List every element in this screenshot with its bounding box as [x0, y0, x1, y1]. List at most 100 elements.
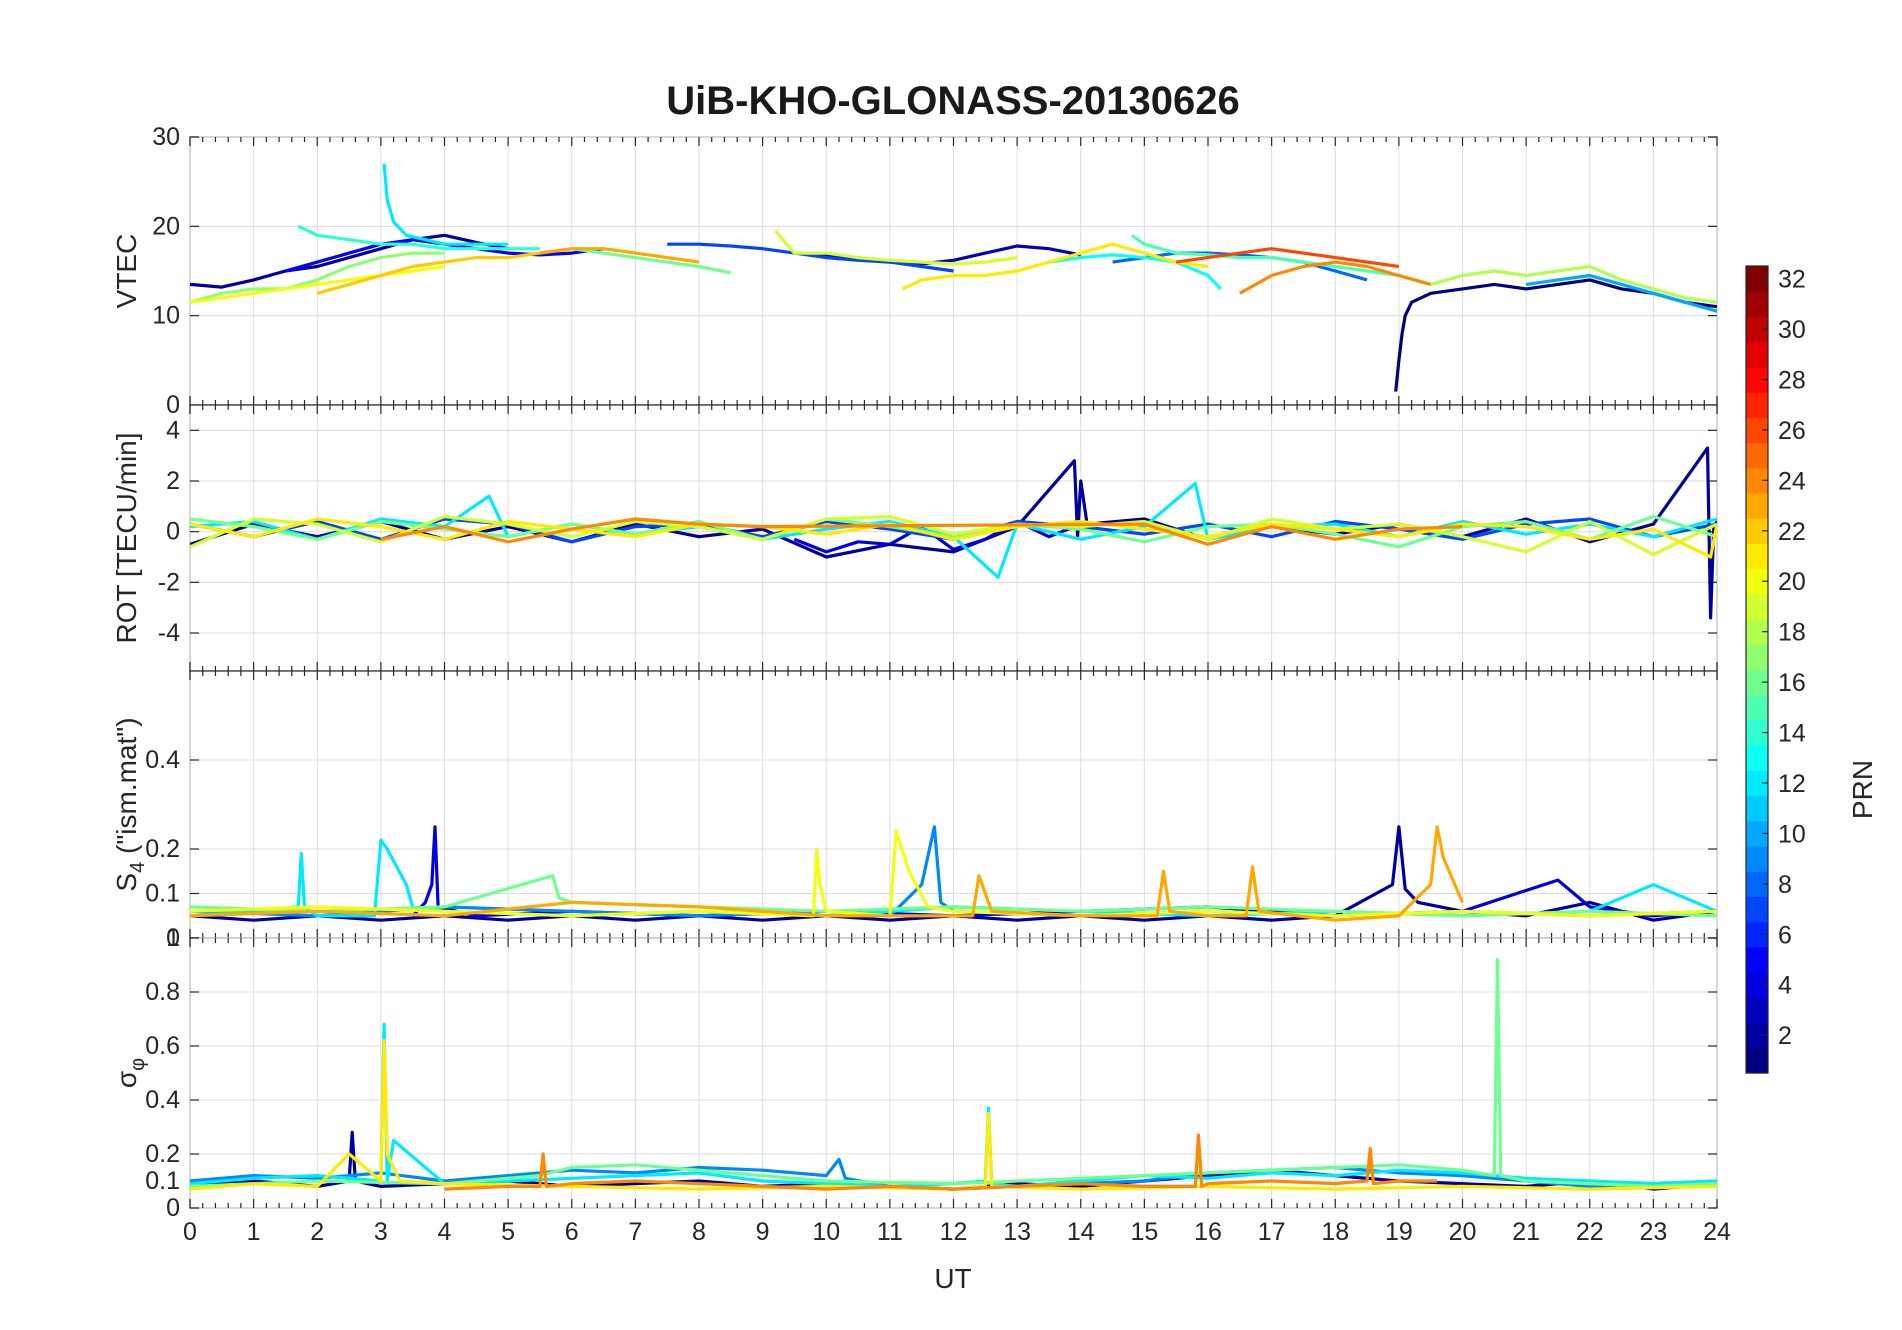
x-tick-label: 4 [438, 1218, 452, 1246]
colorbar-segment [1746, 266, 1768, 292]
y-tick-label: -4 [158, 619, 180, 647]
y-tick-label: 0.1 [145, 1167, 180, 1195]
colorbar-segment [1746, 568, 1768, 595]
series-line-prn-10 [1525, 273, 1717, 313]
x-tick-label: 20 [1449, 1218, 1477, 1246]
y-tick-label: 2 [166, 467, 180, 495]
series-line-prn-16 [190, 957, 1717, 1189]
colorbar-tick-label: 2 [1778, 1022, 1792, 1050]
colorbar-segment [1746, 694, 1768, 721]
y-tick-label: 0.2 [145, 835, 180, 863]
colorbar-tick-label: 10 [1778, 820, 1806, 848]
colorbar-tick-label: 8 [1778, 871, 1792, 899]
colorbar-tick-label: 14 [1778, 720, 1806, 748]
series-group [190, 446, 1717, 620]
series-line-prn-20 [190, 829, 1717, 918]
colorbar-frame [1745, 265, 1769, 1074]
x-tick-label: 1 [247, 1218, 261, 1246]
y-tick-label: 4 [166, 416, 180, 444]
colorbar-segment [1746, 997, 1768, 1024]
colorbar-tick-label: 30 [1778, 316, 1806, 344]
series-line-prn-22 [316, 247, 573, 295]
colorbar-segment [1746, 467, 1768, 494]
x-tick-label: 15 [1130, 1218, 1158, 1246]
y-tick-label: 30 [152, 123, 180, 151]
colorbar-segment [1746, 719, 1768, 746]
colorbar-tick-label: 20 [1778, 568, 1806, 596]
y-tick-label: 0 [166, 518, 180, 546]
colorbar-tick-label: 24 [1778, 467, 1806, 495]
series-line-prn-12 [382, 163, 509, 246]
series-group [190, 163, 1717, 392]
x-tick-label: 14 [1067, 1218, 1095, 1246]
series-line-prn-17 [190, 251, 445, 304]
colorbar-segment [1746, 972, 1768, 998]
colorbar-tick-label: 22 [1778, 518, 1806, 546]
y-tick-label: 10 [152, 302, 180, 330]
x-tick-label: 13 [1003, 1218, 1031, 1246]
series-line-prn-26 [1175, 247, 1400, 269]
colorbar-tick-label: 16 [1778, 669, 1806, 697]
series-line-prn-24 [380, 517, 1463, 546]
panel-2: -4 -2 0 2 4 ROT [TECU/min] [111, 404, 1718, 672]
series-line-prn-24 [444, 1133, 1438, 1191]
colorbar-segment [1746, 366, 1768, 393]
colorbar-tick-label: 32 [1778, 266, 1806, 294]
series-line-prn-19 [190, 514, 1717, 557]
y-tick-label: 0 [166, 924, 180, 952]
y-tick-label: 0.6 [145, 1032, 180, 1060]
series-line-prn-2 [190, 825, 1717, 922]
x-tick-label: 22 [1576, 1218, 1604, 1246]
colorbar-segment [1746, 518, 1768, 545]
x-tick-label: 0 [183, 1218, 197, 1246]
series-line-prn-24 [1239, 260, 1432, 295]
series-line-prn-2 [190, 233, 509, 289]
y-tick-label: 0.8 [145, 978, 180, 1006]
y-tick-label: 20 [152, 212, 180, 240]
y-tick-label: 0.2 [145, 1140, 180, 1168]
x-tick-label: 6 [565, 1218, 579, 1246]
x-tick-label: 8 [692, 1218, 706, 1246]
y-tick-label: 0.4 [145, 746, 180, 774]
panel-3: 0 0.1 0.2 0.4S4 ("ism.mat") [111, 670, 1718, 952]
y-tick-label: 0 [166, 1194, 180, 1222]
y-axis-label: VTEC [111, 234, 142, 309]
series-line-prn-20 [190, 264, 445, 304]
x-tick-label: 19 [1385, 1218, 1413, 1246]
colorbar-tick-label: 12 [1778, 770, 1806, 798]
x-tick-label: 12 [940, 1218, 968, 1246]
series-line-prn-7 [667, 242, 954, 273]
x-tick-label: 9 [756, 1218, 770, 1246]
colorbar-segment [1746, 492, 1768, 519]
colorbar-segment [1746, 316, 1768, 343]
colorbar-segment [1746, 593, 1768, 620]
y-axis-label: ROT [TECU/min] [111, 432, 142, 643]
colorbar-segment [1746, 1022, 1768, 1049]
series-line-prn-21 [901, 242, 1209, 291]
colorbar-segment [1746, 417, 1768, 444]
colorbar-tick-label: 18 [1778, 619, 1806, 647]
colorbar-segment [1746, 1047, 1768, 1074]
series-line-prn-18 [1430, 264, 1717, 304]
colorbar-segment [1746, 795, 1768, 822]
x-tick-label: 11 [877, 1218, 903, 1246]
x-tick-label: 7 [628, 1218, 642, 1246]
colorbar-segment [1746, 291, 1768, 318]
colorbar-segment [1746, 820, 1768, 847]
colorbar-segment [1746, 871, 1768, 898]
y-tick-label: 0.1 [145, 880, 180, 908]
x-tick-label: 24 [1703, 1218, 1731, 1246]
colorbar-segment [1746, 896, 1768, 923]
colorbar-segment [1746, 442, 1768, 469]
x-axis-label: UT [934, 1263, 971, 1294]
colorbar-segment [1746, 341, 1768, 368]
x-tick-label: 18 [1321, 1218, 1349, 1246]
colorbar-tick-label: 4 [1778, 972, 1792, 1000]
colorbar-segment [1746, 543, 1768, 570]
y-tick-label: 0.4 [145, 1086, 180, 1114]
series-line-prn-14 [297, 224, 540, 251]
x-tick-label: 10 [812, 1218, 840, 1246]
